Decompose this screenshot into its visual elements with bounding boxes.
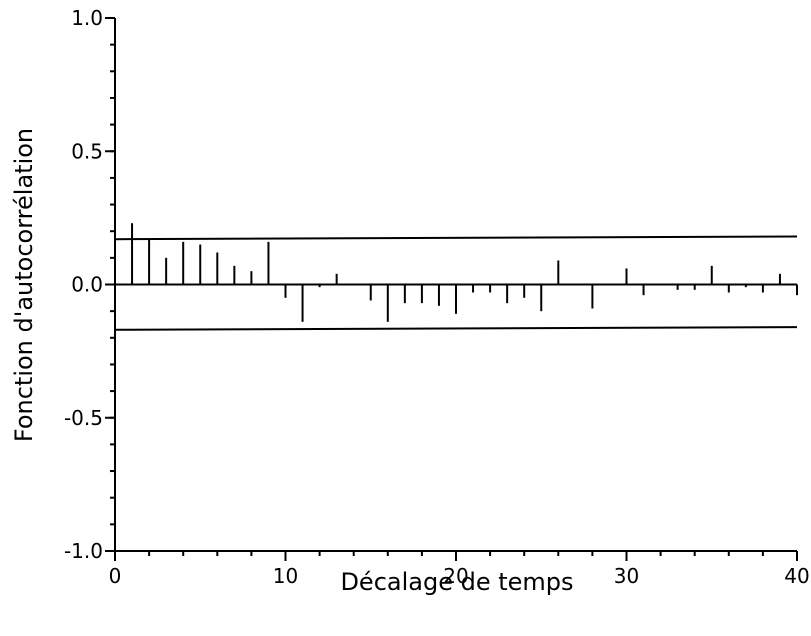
x-tick-label: 0 [109,564,122,588]
lower-confidence-bound [114,326,798,331]
y-tick-label: 0.5 [71,139,103,163]
upper-confidence-bound [114,235,798,241]
autocorrelation-stems [131,223,798,322]
axes [105,17,798,561]
tick-labels: 1.0 0.5 0.0 -0.5 -1.00 10 20 30 40 [64,6,810,588]
x-tick-label: 40 [784,564,809,588]
x-tick-label: 30 [614,564,639,588]
y-tick-label: 1.0 [71,6,103,30]
x-tick-label: 10 [273,564,298,588]
y-axis-title: Fonction d'autocorrélation [10,128,38,442]
x-tick-label: 20 [443,564,468,588]
y-tick-label: 0.0 [71,273,103,297]
confidence-bounds [114,235,798,331]
y-tick-label: -0.5 [64,406,103,430]
x-axis-title: Décalage de temps [340,568,573,596]
y-tick-label: -1.0 [64,539,103,563]
